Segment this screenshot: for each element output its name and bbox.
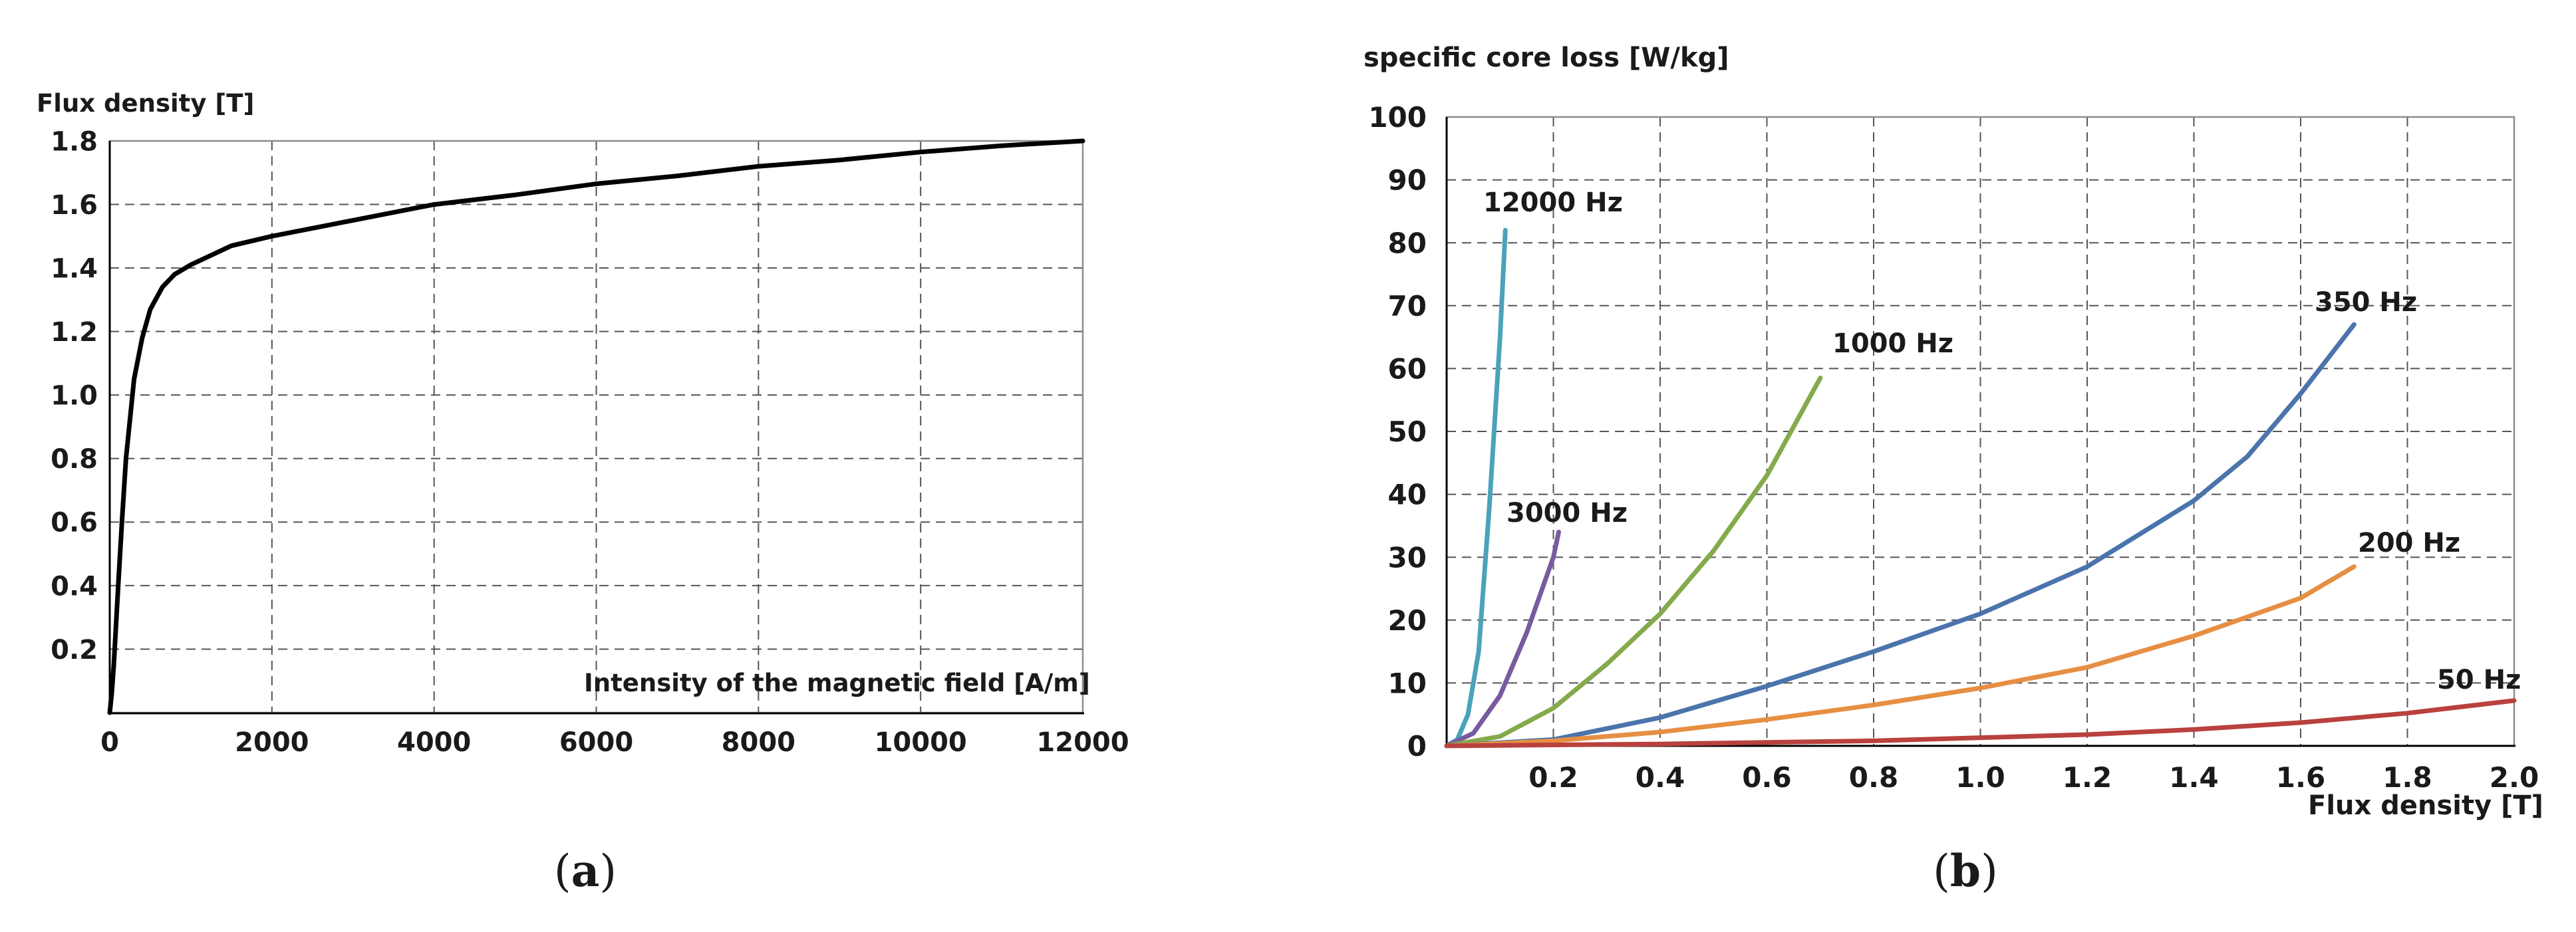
chart-b-caption-open: ( (1933, 846, 1950, 897)
a-y-tick-label: 0.2 (51, 635, 98, 665)
b-x-tick-label: 1.4 (2169, 761, 2218, 794)
b-series-line-200-hz (1444, 564, 2357, 749)
b-series-label-50-hz: 50 Hz (2437, 665, 2521, 695)
b-x-tick-label: 0.6 (1742, 761, 1791, 794)
chart-b: specific core loss [W/kg] 0 10 20 30 40 50 60 7… (1363, 43, 2543, 897)
chart-a-caption: (a) (554, 845, 617, 897)
chart-b-caption-close: ) (1981, 846, 1998, 897)
chart-b-x-axis-title: Flux density [T] (2308, 790, 2543, 821)
chart-b-y-axis-title: specific core loss [W/kg] (1363, 43, 1729, 73)
chart-b-y-tick-labels: 0 10 20 30 40 50 60 70 80 90 100 (1368, 101, 1427, 762)
b-y-tick-label: 70 (1388, 290, 1427, 322)
b-series-label-1000-hz: 1000 Hz (1832, 328, 1953, 359)
chart-a-series-group (107, 138, 1085, 715)
b-x-tick-label: 2.0 (2490, 761, 2539, 794)
a-x-tick-label: 0 (100, 727, 119, 758)
b-x-tick-label: 0.8 (1849, 761, 1898, 794)
b-y-tick-label: 0 (1407, 730, 1427, 762)
b-series-line-1000-hz (1444, 376, 1823, 749)
b-y-tick-label: 20 (1388, 604, 1427, 637)
chart-b-x-tick-labels: 0.2 0.4 0.6 0.8 1.0 1.2 1.4 1.6 1.8 2.0 (1528, 761, 2539, 794)
chart-a-x-axis-title: Intensity of the magnetic field [A/m] (584, 669, 1090, 697)
b-y-tick-label: 90 (1388, 164, 1427, 197)
chart-b-series-group (1444, 227, 2517, 749)
chart-a-y-axis-title: Flux density [T] (37, 89, 254, 118)
b-series-line-50-hz (1444, 698, 2517, 749)
a-y-tick-label: 1.2 (51, 317, 98, 348)
chart-a-y-tick-labels: 0.2 0.4 0.6 0.8 1.0 1.2 1.4 1.6 1.8 (51, 126, 98, 665)
b-series-label-200-hz: 200 Hz (2358, 528, 2460, 558)
chart-a-caption-close: ) (599, 846, 617, 897)
b-y-tick-label: 10 (1388, 667, 1427, 700)
b-y-tick-label: 40 (1388, 479, 1427, 511)
a-x-tick-label: 12000 (1036, 727, 1129, 758)
b-x-tick-label: 1.8 (2382, 761, 2432, 794)
b-y-tick-label: 60 (1388, 353, 1427, 386)
a-y-tick-label: 1.4 (51, 254, 98, 285)
chart-a-caption-letter: a (571, 845, 600, 897)
chart-b-series-labels: 12000 Hz 3000 Hz 1000 Hz 350 Hz 200 Hz 50 Hz (1483, 187, 2521, 695)
b-x-tick-label: 1.6 (2276, 761, 2325, 794)
b-series-label-3000-hz: 3000 Hz (1506, 498, 1628, 528)
b-series-label-12000-hz: 12000 Hz (1483, 187, 1623, 218)
b-x-tick-label: 1.2 (2063, 761, 2112, 794)
b-y-tick-label: 50 (1388, 415, 1427, 448)
chart-a-x-tick-labels: 0 2000 4000 6000 8000 10000 12000 (100, 727, 1129, 758)
a-y-tick-label: 1.0 (51, 381, 98, 411)
chart-b-caption-letter: b (1950, 845, 1981, 897)
a-y-tick-label: 0.4 (51, 571, 98, 602)
chart-b-grid (1447, 117, 2514, 746)
b-series-line-350-hz (1444, 322, 2357, 749)
a-y-tick-label: 1.8 (51, 126, 98, 157)
a-x-tick-label: 10000 (875, 727, 967, 758)
a-series-line-b-h-curve (107, 138, 1085, 715)
a-y-tick-label: 1.6 (51, 190, 98, 221)
chart-a-grid (110, 141, 1083, 713)
a-y-tick-label: 0.8 (51, 444, 98, 475)
a-x-tick-label: 8000 (722, 727, 795, 758)
a-x-tick-label: 4000 (397, 727, 471, 758)
b-series-line-12000-hz (1444, 227, 1508, 749)
a-y-tick-label: 0.6 (51, 508, 98, 538)
chart-a: Flux density [T] 0.2 0.4 0.6 0.8 1.0 1.2 1.4 1.… (37, 89, 1129, 897)
b-x-tick-label: 1.0 (1955, 761, 2005, 794)
b-series-label-350-hz: 350 Hz (2315, 287, 2417, 318)
b-y-tick-label: 80 (1388, 227, 1427, 259)
b-y-tick-label: 30 (1388, 541, 1427, 574)
a-x-tick-label: 6000 (559, 727, 633, 758)
b-x-tick-label: 0.4 (1636, 761, 1685, 794)
chart-a-caption-open: ( (554, 846, 571, 897)
a-x-tick-label: 2000 (235, 727, 309, 758)
b-series-line-3000-hz (1444, 529, 1561, 749)
b-y-tick-label: 100 (1368, 101, 1427, 134)
chart-b-caption: (b) (1933, 845, 1998, 897)
b-x-tick-label: 0.2 (1528, 761, 1578, 794)
